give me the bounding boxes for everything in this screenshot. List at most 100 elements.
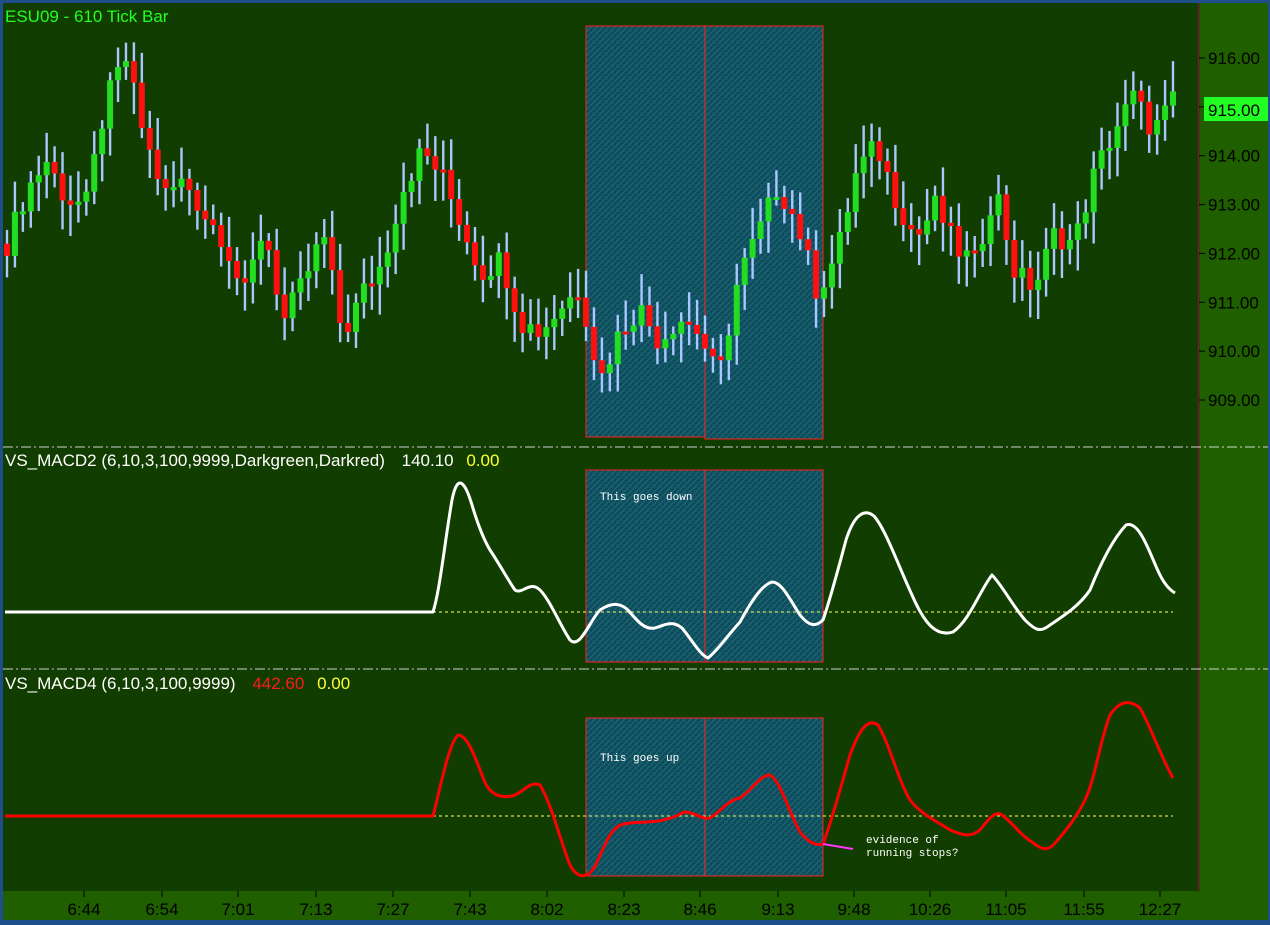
bar-body bbox=[226, 246, 233, 261]
time-tick-label: 7:43 bbox=[453, 900, 486, 919]
highlight-regions bbox=[585, 25, 824, 877]
macd2-line[interactable] bbox=[5, 481, 1176, 660]
bar-body bbox=[162, 179, 169, 189]
bar-body bbox=[1003, 194, 1010, 241]
highlight-macd4-left bbox=[585, 717, 706, 877]
bar-body bbox=[1019, 267, 1026, 278]
bar-body bbox=[115, 67, 122, 81]
bar-body bbox=[305, 271, 312, 279]
bar-body bbox=[963, 250, 970, 257]
bar-body bbox=[686, 321, 693, 325]
bar-body bbox=[567, 297, 574, 309]
bar-body bbox=[932, 195, 939, 221]
bar-body bbox=[67, 200, 74, 205]
bar-body bbox=[1082, 212, 1089, 224]
bar-body bbox=[1146, 101, 1153, 135]
bar-body bbox=[107, 80, 114, 129]
bar-body bbox=[448, 169, 455, 200]
bar-body bbox=[368, 283, 375, 287]
bar-body bbox=[130, 61, 137, 83]
bar-body bbox=[487, 276, 494, 280]
time-tick-label: 9:48 bbox=[837, 900, 870, 919]
bar-body bbox=[471, 242, 478, 266]
bar-body bbox=[947, 222, 954, 226]
price-axis[interactable]: 909.00 910.00 911.00 912.00 913.00 914.00 916.… bbox=[1199, 49, 1260, 410]
bar-body bbox=[836, 231, 843, 264]
macd2-name: VS_MACD2 (6,10,3,100,9999,Darkgreen,Dark… bbox=[5, 451, 385, 470]
bar-body bbox=[289, 292, 296, 319]
bar-body bbox=[702, 333, 709, 349]
bar-body bbox=[630, 325, 637, 332]
bar-body bbox=[646, 305, 653, 327]
bar-body bbox=[606, 364, 613, 374]
bar-body bbox=[1098, 150, 1105, 169]
macd2-label: VS_MACD2 (6,10,3,100,9999,Darkgreen,Dark… bbox=[5, 451, 499, 470]
bar-body bbox=[535, 324, 542, 337]
bar-body bbox=[1074, 223, 1081, 240]
bar-body bbox=[43, 162, 50, 176]
bar-body bbox=[27, 182, 34, 212]
bar-body bbox=[551, 318, 558, 328]
bar-body bbox=[432, 156, 439, 170]
bar-body bbox=[527, 324, 534, 334]
bar-body bbox=[464, 224, 471, 243]
bar-body bbox=[51, 162, 58, 174]
time-tick-label: 8:23 bbox=[607, 900, 640, 919]
bar-body bbox=[99, 128, 106, 155]
bar-body bbox=[440, 169, 447, 173]
bar-body bbox=[511, 288, 518, 313]
price-bars[interactable] bbox=[4, 42, 1176, 393]
time-tick-label: 8:46 bbox=[683, 900, 716, 919]
bar-body bbox=[884, 161, 891, 173]
bar-body bbox=[392, 223, 399, 253]
bar-body bbox=[154, 149, 161, 180]
bar-body bbox=[1090, 168, 1097, 213]
bar-body bbox=[670, 333, 677, 340]
bar-body bbox=[1130, 90, 1137, 105]
bar-body bbox=[908, 224, 915, 230]
time-axis[interactable]: 6:44 6:54 7:01 7:13 7:27 7:43 8:02 8:23 8:46 9:13… bbox=[67, 891, 1181, 919]
bar-body bbox=[1114, 126, 1121, 148]
bar-body bbox=[614, 331, 621, 365]
time-tick-label: 7:27 bbox=[376, 900, 409, 919]
time-axis-background bbox=[3, 891, 1268, 920]
bar-body bbox=[987, 215, 994, 245]
macd4-line[interactable] bbox=[5, 701, 1175, 878]
bar-body bbox=[281, 294, 288, 319]
macd4-note: This goes up bbox=[600, 753, 679, 765]
bar-body bbox=[353, 302, 360, 333]
bar-body bbox=[1058, 228, 1065, 250]
last-price-marker bbox=[1204, 97, 1268, 121]
bar-body bbox=[35, 175, 42, 183]
highlight-macd2-right bbox=[704, 469, 824, 663]
macd4-zero-value: 0.00 bbox=[317, 674, 350, 693]
bar-body bbox=[321, 237, 328, 245]
bar-body bbox=[662, 339, 669, 349]
bar-body bbox=[1043, 248, 1050, 280]
last-price-label: 915.00 bbox=[1208, 101, 1260, 120]
annotation-line-1: evidence of bbox=[866, 835, 939, 847]
bar-body bbox=[694, 324, 701, 334]
time-tick-label: 10:26 bbox=[909, 900, 952, 919]
bar-body bbox=[543, 327, 550, 337]
price-panel-title: ESU09 - 610 Tick Bar bbox=[5, 7, 169, 26]
bar-body bbox=[789, 208, 796, 214]
bar-body bbox=[218, 225, 225, 247]
bar-body bbox=[638, 305, 645, 326]
bar-body bbox=[178, 178, 185, 188]
bar-body bbox=[210, 219, 217, 226]
bar-body bbox=[844, 212, 851, 232]
bar-body bbox=[384, 252, 391, 267]
bar-body bbox=[194, 190, 201, 211]
time-tick-label: 9:13 bbox=[761, 900, 794, 919]
time-tick-label: 7:13 bbox=[299, 900, 332, 919]
bar-body bbox=[202, 210, 209, 220]
bar-body bbox=[234, 260, 241, 279]
bar-body bbox=[725, 335, 732, 361]
bar-body bbox=[400, 192, 407, 224]
bar-body bbox=[241, 278, 248, 283]
bar-body bbox=[1162, 105, 1169, 121]
bar-body bbox=[376, 266, 383, 285]
annotation-arrow bbox=[822, 843, 854, 850]
price-tick-label: 916.00 bbox=[1208, 49, 1260, 68]
